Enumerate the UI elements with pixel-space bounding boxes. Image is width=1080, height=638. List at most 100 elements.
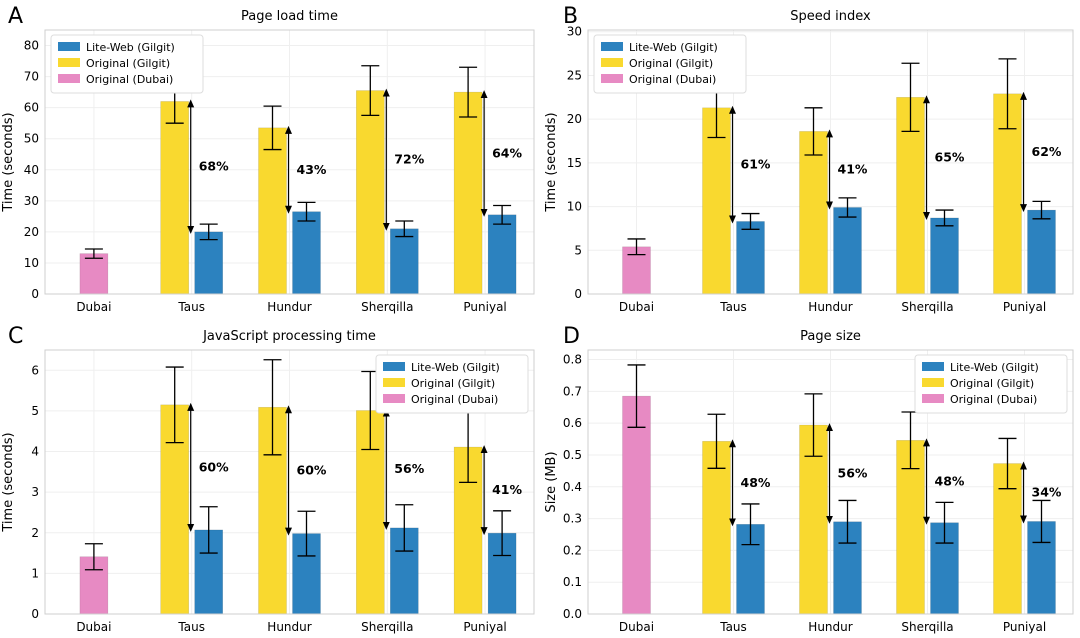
bar-orig-dubai-dubai xyxy=(79,253,109,295)
y-tick-label: 0.5 xyxy=(563,448,582,462)
x-tick-label: Hundur xyxy=(808,620,852,634)
y-tick-label: 70 xyxy=(24,70,39,84)
y-tick-label: 4 xyxy=(31,445,39,459)
y-tick-label: 10 xyxy=(24,256,39,270)
reduction-label: 60% xyxy=(297,462,327,477)
legend-swatch xyxy=(601,74,623,83)
y-axis-label: Time (seconds) xyxy=(544,112,559,212)
reduction-label: 56% xyxy=(394,461,424,476)
legend-swatch xyxy=(58,74,80,83)
legend-entry: Original (Gilgit) xyxy=(629,57,713,70)
reduction-label: 41% xyxy=(838,161,868,176)
y-tick-label: 20 xyxy=(567,112,582,126)
legend-swatch xyxy=(922,394,944,403)
x-tick-label: Dubai xyxy=(619,300,654,314)
chart-panel-c: 0 1 2 3 4 5 6 Dubai 60% Taus 60% Hundur 56% Sherqilla… xyxy=(1,324,535,634)
bar-lite-gilgit-puniyal xyxy=(487,214,517,295)
reduction-label: 72% xyxy=(394,152,424,167)
y-tick-label: 0.4 xyxy=(563,480,582,494)
x-tick-label: Taus xyxy=(177,300,205,314)
x-tick-label: Sherqilla xyxy=(901,620,953,634)
legend-swatch xyxy=(383,378,405,387)
y-axis-label: Time (seconds) xyxy=(1,432,16,532)
legend-entry: Original (Gilgit) xyxy=(950,377,1034,390)
panel-letter: D xyxy=(563,324,580,349)
legend-entry: Lite-Web (Gilgit) xyxy=(411,361,500,374)
bar-orig-gilgit-taus xyxy=(702,440,731,615)
chart-title: JavaScript processing time xyxy=(202,329,376,344)
legend-entry: Lite-Web (Gilgit) xyxy=(950,361,1039,374)
plot-frame xyxy=(44,349,535,615)
y-tick-label: 10 xyxy=(567,200,582,214)
plot-frame xyxy=(587,349,1074,615)
chart-title: Page load time xyxy=(241,9,338,24)
reduction-label: 64% xyxy=(492,145,522,160)
legend-box xyxy=(50,34,204,94)
reduction-label: 68% xyxy=(199,159,229,174)
x-tick-label: Sherqilla xyxy=(361,620,413,634)
legend-swatch xyxy=(601,42,623,51)
y-tick-label: 30 xyxy=(24,194,39,208)
reduction-label: 65% xyxy=(935,150,965,165)
reduction-label: 61% xyxy=(741,157,771,172)
reduction-label: 48% xyxy=(935,474,965,489)
x-tick-label: Puniyal xyxy=(1003,620,1046,634)
reduction-label: 56% xyxy=(838,465,868,480)
chart-title: Page size xyxy=(800,329,861,344)
legend-entry: Lite-Web (Gilgit) xyxy=(629,41,718,54)
plot-frame xyxy=(587,29,1074,295)
y-tick-label: 2 xyxy=(31,526,39,540)
chart-panel-a: 0 10 20 30 40 50 60 70 80 Dubai 68% Taus 43% Hundur 72… xyxy=(1,4,535,314)
y-tick-label: 0.8 xyxy=(563,353,582,367)
legend: Lite-Web (Gilgit) Original (Gilgit) Origin… xyxy=(50,34,204,94)
y-tick-label: 0 xyxy=(31,287,39,301)
bar-lite-gilgit-puniyal xyxy=(1027,209,1056,295)
bar-lite-gilgit-taus xyxy=(736,221,765,295)
bar-orig-gilgit-taus xyxy=(702,107,731,295)
y-tick-label: 5 xyxy=(31,404,39,418)
y-tick-label: 40 xyxy=(24,163,39,177)
x-tick-label: Sherqilla xyxy=(901,300,953,314)
legend-swatch xyxy=(383,394,405,403)
legend-entry: Original (Dubai) xyxy=(950,393,1037,406)
legend-swatch xyxy=(58,58,80,67)
y-tick-label: 0.3 xyxy=(563,512,582,526)
legend-swatch xyxy=(922,362,944,371)
bar-orig-gilgit-hundur xyxy=(799,131,828,295)
bar-orig-gilgit-puniyal xyxy=(453,91,483,295)
y-tick-label: 6 xyxy=(31,363,39,377)
legend: Lite-Web (Gilgit) Original (Gilgit) Origin… xyxy=(593,34,747,94)
y-tick-label: 0.6 xyxy=(563,416,582,430)
bar-lite-gilgit-taus xyxy=(194,231,223,295)
legend-swatch xyxy=(58,42,80,51)
bar-lite-gilgit-sherqilla xyxy=(930,217,959,295)
x-tick-label: Hundur xyxy=(267,300,311,314)
x-tick-label: Dubai xyxy=(76,620,111,634)
panel-letter: B xyxy=(563,4,578,29)
reduction-label: 48% xyxy=(741,475,771,490)
reduction-label: 62% xyxy=(1032,144,1062,159)
legend-entry: Lite-Web (Gilgit) xyxy=(86,41,175,54)
x-tick-label: Sherqilla xyxy=(361,300,413,314)
chart-title: Speed index xyxy=(790,9,871,24)
y-tick-label: 0.1 xyxy=(563,575,582,589)
y-tick-label: 60 xyxy=(24,101,39,115)
legend-swatch xyxy=(601,58,623,67)
legend-box xyxy=(914,354,1068,414)
y-tick-label: 50 xyxy=(24,132,39,146)
y-tick-label: 25 xyxy=(567,68,582,82)
legend-entry: Original (Dubai) xyxy=(411,393,498,406)
x-tick-label: Puniyal xyxy=(1003,300,1046,314)
bar-lite-gilgit-sherqilla xyxy=(389,228,419,295)
x-tick-label: Dubai xyxy=(76,300,111,314)
legend-entry: Original (Dubai) xyxy=(629,73,716,86)
bar-orig-gilgit-sherqilla xyxy=(355,90,385,295)
x-tick-label: Puniyal xyxy=(463,620,506,634)
legend: Lite-Web (Gilgit) Original (Gilgit) Origin… xyxy=(375,354,529,414)
y-axis-label: Size (MB) xyxy=(544,451,559,512)
y-tick-label: 0.2 xyxy=(563,543,582,557)
y-axis-label: Time (seconds) xyxy=(1,112,16,212)
bar-orig-gilgit-hundur xyxy=(258,127,287,295)
bar-orig-dubai-dubai xyxy=(622,395,651,615)
legend-entry: Original (Gilgit) xyxy=(411,377,495,390)
